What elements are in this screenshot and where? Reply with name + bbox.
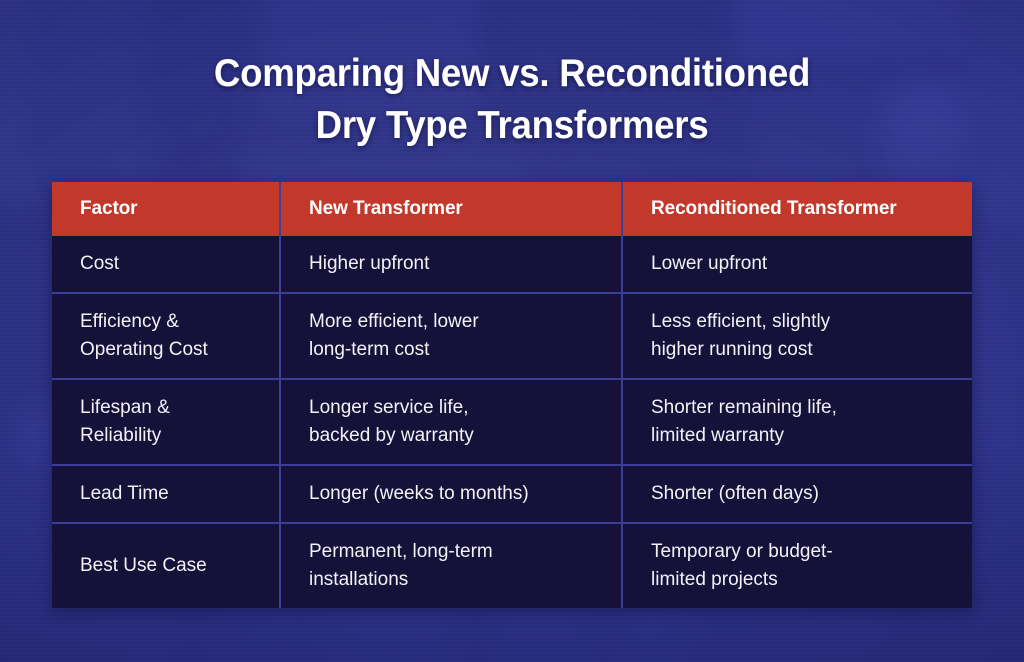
cell-text: More efficient, lower [309, 311, 479, 332]
cell-new: Longer service life, backed by warranty [280, 379, 623, 466]
cell-text: Cost [80, 253, 120, 274]
cell-text: Shorter (often days) [651, 483, 819, 504]
column-header-reconditioned: Reconditioned Transformer [622, 182, 972, 236]
cell-reconditioned: Lower upfront [622, 236, 972, 294]
table-header: Factor New Transformer Reconditioned Tra… [52, 182, 972, 236]
page-title-line-2: Dry Type Transformers [315, 104, 709, 147]
cell-text: installations [309, 569, 409, 590]
cell-reconditioned: Shorter remaining life, limited warranty [622, 379, 972, 466]
table-row: Lead Time Longer (weeks to months) Short… [52, 465, 972, 524]
cell-text: higher running cost [651, 339, 813, 360]
column-header-factor: Factor [52, 182, 281, 236]
cell-text: Lower upfront [651, 253, 768, 274]
cell-text: limited warranty [651, 425, 785, 446]
cell-text: Less efficient, slightly [651, 311, 831, 332]
cell-text: Lifespan & [80, 397, 170, 418]
cell-text: Reliability [80, 425, 162, 446]
page-title: Comparing New vs. Reconditioned Dry Type… [0, 48, 1024, 152]
cell-reconditioned: Temporary or budget- limited projects [622, 523, 972, 608]
cell-text: limited projects [651, 569, 778, 590]
cell-text: backed by warranty [309, 425, 474, 446]
cell-text: Temporary or budget- [651, 541, 833, 562]
cell-text: long-term cost [309, 339, 430, 360]
cell-reconditioned: Shorter (often days) [622, 465, 972, 524]
cell-new: More efficient, lower long-term cost [280, 293, 623, 380]
cell-new: Permanent, long-term installations [280, 523, 623, 608]
cell-new: Longer (weeks to months) [280, 465, 623, 524]
cell-factor: Best Use Case [52, 523, 281, 608]
comparison-table: Factor New Transformer Reconditioned Tra… [52, 182, 972, 608]
cell-factor: Efficiency & Operating Cost [52, 293, 281, 380]
table-header-row: Factor New Transformer Reconditioned Tra… [52, 182, 972, 236]
column-header-new: New Transformer [280, 182, 623, 236]
cell-text: Longer (weeks to months) [309, 483, 529, 504]
cell-factor: Lead Time [52, 465, 281, 524]
cell-text: Shorter remaining life, [651, 397, 837, 418]
table-row: Lifespan & Reliability Longer service li… [52, 379, 972, 466]
cell-text: Longer service life, [309, 397, 469, 418]
table-row: Efficiency & Operating Cost More efficie… [52, 293, 972, 380]
cell-factor: Lifespan & Reliability [52, 379, 281, 466]
cell-factor: Cost [52, 236, 281, 294]
page-title-line-1: Comparing New vs. Reconditioned [213, 52, 811, 95]
table-row: Cost Higher upfront Lower upfront [52, 236, 972, 294]
table-row: Best Use Case Permanent, long-term insta… [52, 523, 972, 608]
cell-text: Lead Time [80, 483, 169, 504]
cell-reconditioned: Less efficient, slightly higher running … [622, 293, 972, 380]
cell-text: Operating Cost [80, 339, 208, 360]
cell-text: Efficiency & [80, 311, 179, 332]
cell-new: Higher upfront [280, 236, 623, 294]
cell-text: Permanent, long-term [309, 541, 493, 562]
cell-text: Higher upfront [309, 253, 430, 274]
table-body: Cost Higher upfront Lower upfront Effici… [52, 236, 972, 608]
cell-text: Best Use Case [80, 555, 207, 576]
